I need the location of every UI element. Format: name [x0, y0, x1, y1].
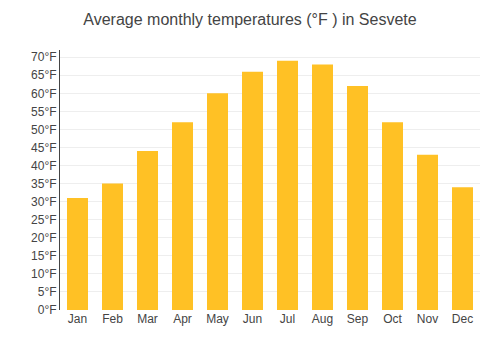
svg-text:55°F: 55°F: [31, 105, 56, 119]
svg-text:20°F: 20°F: [31, 231, 56, 245]
svg-text:30°F: 30°F: [31, 195, 56, 209]
svg-text:10°F: 10°F: [31, 267, 56, 281]
svg-text:0°F: 0°F: [38, 303, 57, 317]
svg-text:Feb: Feb: [102, 312, 123, 326]
svg-text:Aug: Aug: [312, 312, 333, 326]
svg-text:5°F: 5°F: [38, 285, 57, 299]
svg-text:70°F: 70°F: [31, 50, 56, 64]
svg-text:Nov: Nov: [417, 312, 438, 326]
svg-text:40°F: 40°F: [31, 159, 56, 173]
svg-text:Mar: Mar: [137, 312, 158, 326]
svg-text:Jun: Jun: [243, 312, 262, 326]
svg-text:Average monthly temperatures (: Average monthly temperatures (°F ) in Se…: [83, 11, 416, 28]
svg-text:Jul: Jul: [280, 312, 295, 326]
svg-text:Sep: Sep: [347, 312, 369, 326]
svg-text:Apr: Apr: [173, 312, 192, 326]
svg-text:Jan: Jan: [68, 312, 87, 326]
svg-text:65°F: 65°F: [31, 68, 56, 82]
svg-text:50°F: 50°F: [31, 123, 56, 137]
svg-text:60°F: 60°F: [31, 87, 56, 101]
svg-text:Oct: Oct: [383, 312, 402, 326]
svg-text:45°F: 45°F: [31, 141, 56, 155]
svg-text:May: May: [206, 312, 229, 326]
svg-text:Dec: Dec: [452, 312, 473, 326]
svg-text:15°F: 15°F: [31, 249, 56, 263]
svg-text:25°F: 25°F: [31, 213, 56, 227]
svg-text:35°F: 35°F: [31, 177, 56, 191]
